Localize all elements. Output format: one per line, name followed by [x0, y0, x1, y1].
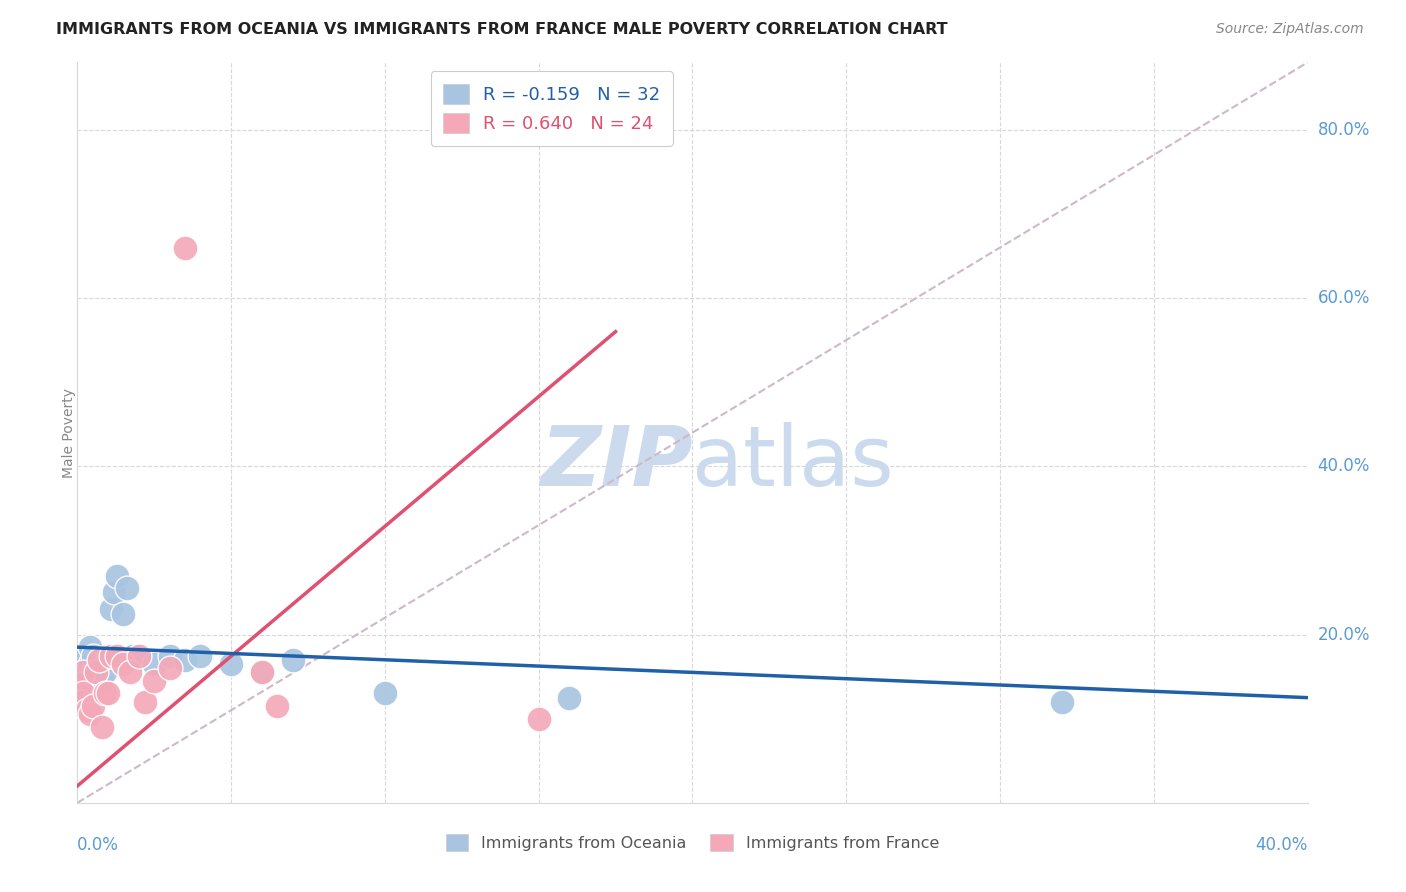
- Point: [87, 653, 110, 667]
- Text: 20.0%: 20.0%: [1317, 625, 1369, 643]
- Point: [79, 640, 101, 655]
- Point: [128, 648, 150, 663]
- Point: [84, 665, 107, 680]
- Point: [72, 686, 94, 700]
- Point: [69, 673, 91, 688]
- Point: [94, 686, 117, 700]
- Point: [174, 653, 197, 667]
- Point: [90, 720, 114, 734]
- Text: ZIP: ZIP: [540, 422, 693, 503]
- Point: [250, 665, 273, 680]
- Point: [219, 657, 242, 671]
- Point: [143, 673, 166, 688]
- Legend: Immigrants from Oceania, Immigrants from France: Immigrants from Oceania, Immigrants from…: [440, 828, 945, 858]
- Text: 0.0%: 0.0%: [77, 836, 120, 855]
- Point: [97, 648, 120, 663]
- Point: [128, 648, 150, 663]
- Point: [76, 703, 98, 717]
- Point: [558, 690, 581, 705]
- Point: [69, 665, 91, 680]
- Point: [118, 665, 141, 680]
- Point: [112, 657, 135, 671]
- Point: [97, 686, 120, 700]
- Point: [281, 653, 304, 667]
- Point: [105, 568, 128, 582]
- Text: 80.0%: 80.0%: [1317, 120, 1369, 139]
- Text: IMMIGRANTS FROM OCEANIA VS IMMIGRANTS FROM FRANCE MALE POVERTY CORRELATION CHART: IMMIGRANTS FROM OCEANIA VS IMMIGRANTS FR…: [56, 22, 948, 37]
- Point: [69, 695, 91, 709]
- Text: Source: ZipAtlas.com: Source: ZipAtlas.com: [1216, 22, 1364, 37]
- Point: [76, 665, 98, 680]
- Point: [115, 581, 138, 595]
- Point: [159, 661, 181, 675]
- Point: [72, 665, 94, 680]
- Point: [188, 648, 212, 663]
- Point: [159, 648, 181, 663]
- Point: [250, 665, 273, 680]
- Point: [72, 661, 94, 675]
- Text: 40.0%: 40.0%: [1317, 458, 1369, 475]
- Point: [72, 670, 94, 684]
- Text: 40.0%: 40.0%: [1256, 836, 1308, 855]
- Point: [69, 678, 91, 692]
- Point: [82, 665, 104, 680]
- Point: [82, 699, 104, 714]
- Y-axis label: Male Poverty: Male Poverty: [62, 388, 76, 477]
- Point: [84, 670, 107, 684]
- Point: [143, 657, 166, 671]
- Point: [76, 648, 98, 663]
- Point: [527, 712, 550, 726]
- Point: [1050, 695, 1073, 709]
- Point: [112, 607, 135, 621]
- Point: [121, 648, 143, 663]
- Text: 60.0%: 60.0%: [1317, 289, 1369, 307]
- Point: [174, 240, 197, 255]
- Point: [374, 686, 396, 700]
- Point: [79, 657, 101, 671]
- Point: [87, 665, 110, 680]
- Point: [134, 695, 156, 709]
- Text: atlas: atlas: [693, 422, 894, 503]
- Point: [94, 665, 117, 680]
- Point: [100, 648, 122, 663]
- Point: [266, 699, 288, 714]
- Point: [79, 707, 101, 722]
- Point: [103, 585, 125, 599]
- Point: [100, 602, 122, 616]
- Point: [82, 648, 104, 663]
- Point: [90, 673, 114, 688]
- Point: [105, 648, 128, 663]
